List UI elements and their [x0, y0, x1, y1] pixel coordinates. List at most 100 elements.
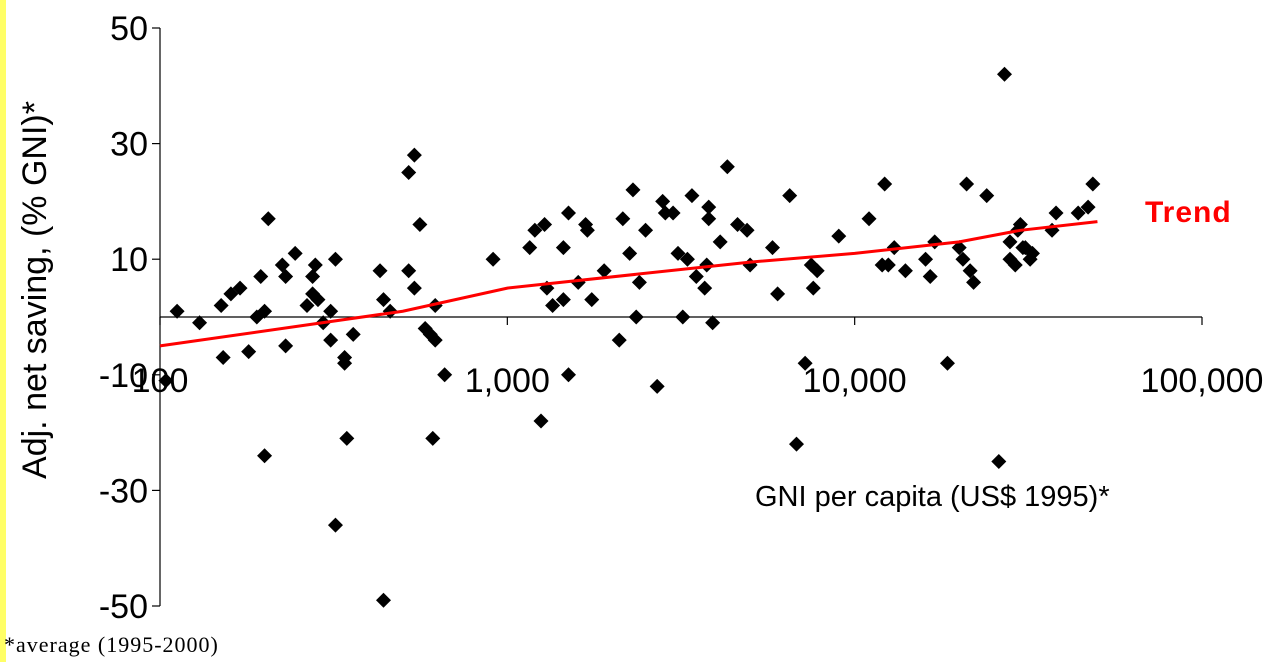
- data-point: [1080, 199, 1096, 215]
- data-point: [278, 338, 294, 354]
- data-point: [278, 269, 294, 285]
- data-point: [257, 303, 273, 319]
- data-point: [323, 332, 339, 348]
- data-point: [655, 193, 671, 209]
- data-point: [675, 309, 691, 325]
- left-accent-stripe: [0, 0, 6, 662]
- data-point: [579, 222, 595, 238]
- data-point: [522, 240, 538, 256]
- data-point: [537, 217, 553, 233]
- data-point: [922, 269, 938, 285]
- data-point: [596, 263, 612, 279]
- data-point: [406, 147, 422, 163]
- data-point: [649, 378, 665, 394]
- data-point: [375, 592, 391, 608]
- data-point: [427, 332, 443, 348]
- data-point: [622, 245, 638, 261]
- data-point: [966, 274, 982, 290]
- data-point: [782, 188, 798, 204]
- data-point: [688, 269, 704, 285]
- data-point: [670, 245, 686, 261]
- data-point: [1002, 234, 1018, 250]
- data-point: [299, 297, 315, 313]
- data-point: [260, 211, 276, 227]
- data-point: [215, 349, 231, 365]
- y-tick-label: -50: [99, 588, 148, 626]
- data-point: [401, 165, 417, 180]
- data-point: [788, 436, 804, 452]
- data-point: [770, 286, 786, 302]
- y-tick-label: 10: [110, 241, 148, 279]
- data-point: [730, 217, 746, 233]
- data-point: [527, 222, 543, 238]
- data-point: [345, 326, 361, 342]
- data-point: [699, 257, 715, 273]
- y-axis-title: Adj. net saving, (% GNI)*: [16, 101, 54, 479]
- data-point: [1048, 205, 1064, 221]
- data-point: [327, 517, 343, 533]
- data-point: [657, 205, 673, 221]
- data-point: [406, 280, 422, 296]
- data-point: [631, 274, 647, 290]
- data-point: [638, 222, 654, 238]
- data-point: [939, 355, 955, 371]
- data-point: [555, 292, 571, 308]
- data-point: [615, 211, 631, 227]
- y-tick-label: -10: [99, 357, 148, 395]
- data-point: [877, 176, 893, 192]
- trend-line: [159, 220, 1098, 348]
- data-point: [897, 263, 913, 279]
- data-point: [287, 245, 303, 261]
- data-point: [375, 292, 391, 308]
- data-point: [169, 303, 185, 319]
- data-point: [485, 251, 501, 267]
- data-point: [310, 292, 326, 308]
- data-point: [927, 234, 943, 250]
- data-point: [665, 205, 681, 221]
- data-point: [805, 280, 821, 296]
- data-point: [705, 315, 721, 331]
- data-point: [611, 332, 627, 348]
- x-tick-label: 1,000: [465, 362, 550, 400]
- data-point: [1007, 257, 1023, 273]
- data-points: [158, 66, 1101, 608]
- data-point: [991, 454, 1007, 469]
- data-point: [1012, 217, 1028, 233]
- data-point: [192, 315, 208, 331]
- data-point: [274, 257, 290, 273]
- data-point: [684, 188, 700, 204]
- data-point: [625, 182, 641, 198]
- data-point: [555, 240, 571, 256]
- data-point: [918, 251, 934, 267]
- y-tick-label: 50: [110, 10, 148, 48]
- data-point: [712, 234, 728, 250]
- data-point: [257, 448, 273, 464]
- data-point: [327, 251, 343, 267]
- data-point: [797, 355, 813, 371]
- y-axis-ticks: 50 30 10 -10 -30 -50: [99, 10, 160, 626]
- data-point: [742, 257, 758, 273]
- data-point: [570, 274, 586, 290]
- data-point: [412, 217, 428, 233]
- data-point: [951, 240, 967, 256]
- data-point: [337, 355, 353, 371]
- data-point: [533, 413, 549, 429]
- data-point: [861, 211, 877, 227]
- data-point: [253, 269, 269, 285]
- data-point: [1022, 251, 1038, 267]
- data-point: [425, 430, 441, 446]
- footnote: *average (1995-2000): [4, 632, 219, 657]
- data-point: [584, 292, 600, 308]
- data-point: [809, 263, 825, 279]
- trend-label: Trend: [1145, 196, 1232, 229]
- y-tick-label: 30: [110, 126, 148, 164]
- data-point: [996, 66, 1012, 82]
- data-point: [1070, 205, 1086, 221]
- data-point: [372, 263, 388, 279]
- data-point: [232, 280, 248, 296]
- data-point: [158, 373, 174, 389]
- data-point: [1024, 245, 1040, 261]
- data-point: [401, 263, 417, 279]
